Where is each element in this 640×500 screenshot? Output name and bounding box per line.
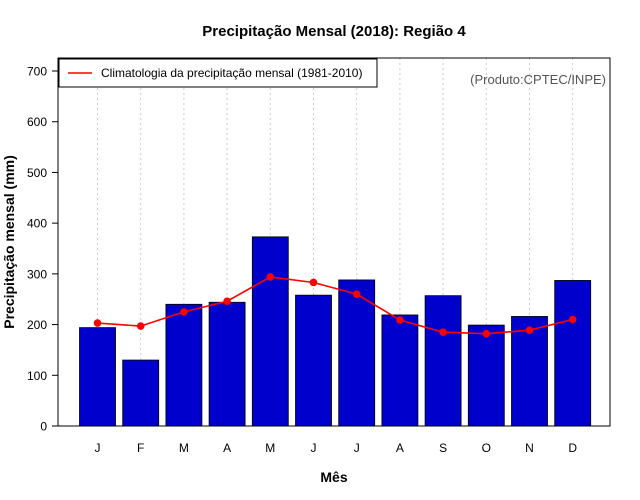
x-tick-label: O	[482, 441, 491, 455]
source-credit: (Produto:CPTEC/INPE)	[470, 72, 606, 87]
x-tick-label: J	[354, 441, 360, 455]
bar-3	[165, 303, 203, 427]
y-tick-label: 300	[27, 267, 47, 281]
y-tick-label: 600	[27, 115, 47, 129]
y-axis-label: Precipitação mensal (mm)	[1, 155, 17, 329]
x-tick-label: A	[396, 441, 404, 455]
x-tick-label: S	[439, 441, 447, 455]
climatology-line	[97, 276, 573, 335]
climatology-point-6	[309, 278, 318, 287]
x-tick-label: M	[179, 441, 189, 455]
bar-4	[208, 301, 246, 427]
bar-5	[251, 236, 289, 427]
climatology-point-1	[93, 319, 102, 327]
x-tick-label: J	[311, 441, 317, 455]
legend-box	[58, 58, 378, 88]
bar-6	[295, 294, 332, 427]
y-tick-label: 500	[27, 166, 47, 180]
bar-8	[381, 314, 419, 427]
x-tick-label: M	[265, 441, 275, 455]
climatology-point-4	[223, 297, 231, 306]
bars	[79, 236, 592, 427]
bar-1	[79, 327, 116, 427]
x-tick-label: A	[223, 441, 231, 455]
x-tick-label: N	[525, 441, 534, 455]
x-tick-label: D	[568, 441, 577, 455]
climatology-point-3	[180, 308, 188, 316]
climatology-point-5	[266, 273, 275, 281]
chart-title: Precipitação Mensal (2018): Região 4	[202, 23, 466, 40]
climatology-point-12	[568, 315, 577, 324]
bar-7	[338, 279, 376, 427]
climatology-point-11	[525, 326, 534, 334]
legend: Climatologia da precipitação mensal (198…	[58, 58, 378, 88]
y-tick-label: 400	[27, 217, 47, 231]
x-tick-label: J	[95, 441, 101, 455]
y-tick-label: 700	[27, 65, 47, 79]
climatology-point-2	[136, 322, 145, 330]
bar-12	[554, 280, 592, 427]
climatology-point-7	[352, 290, 361, 298]
x-axis-label: Mês	[320, 469, 347, 485]
y-tick-label: 200	[27, 318, 47, 332]
x-tick-label: F	[137, 441, 144, 455]
bar-2	[122, 359, 160, 427]
bar-10	[467, 324, 505, 427]
climatology-point-9	[439, 328, 447, 336]
legend-label-climatology: Climatologia da precipitação mensal (198…	[101, 66, 362, 80]
plot-frame	[57, 57, 611, 427]
bar-11	[511, 316, 548, 427]
climatology-series	[93, 273, 577, 338]
climatology-point-10	[482, 329, 491, 338]
y-tick-label: 0	[40, 420, 47, 434]
y-tick-label: 100	[27, 369, 47, 383]
bar-9	[424, 295, 462, 427]
y-axis: 0 100 200 300 400 500 600 700	[27, 65, 58, 434]
climatology-point-8	[396, 316, 404, 324]
